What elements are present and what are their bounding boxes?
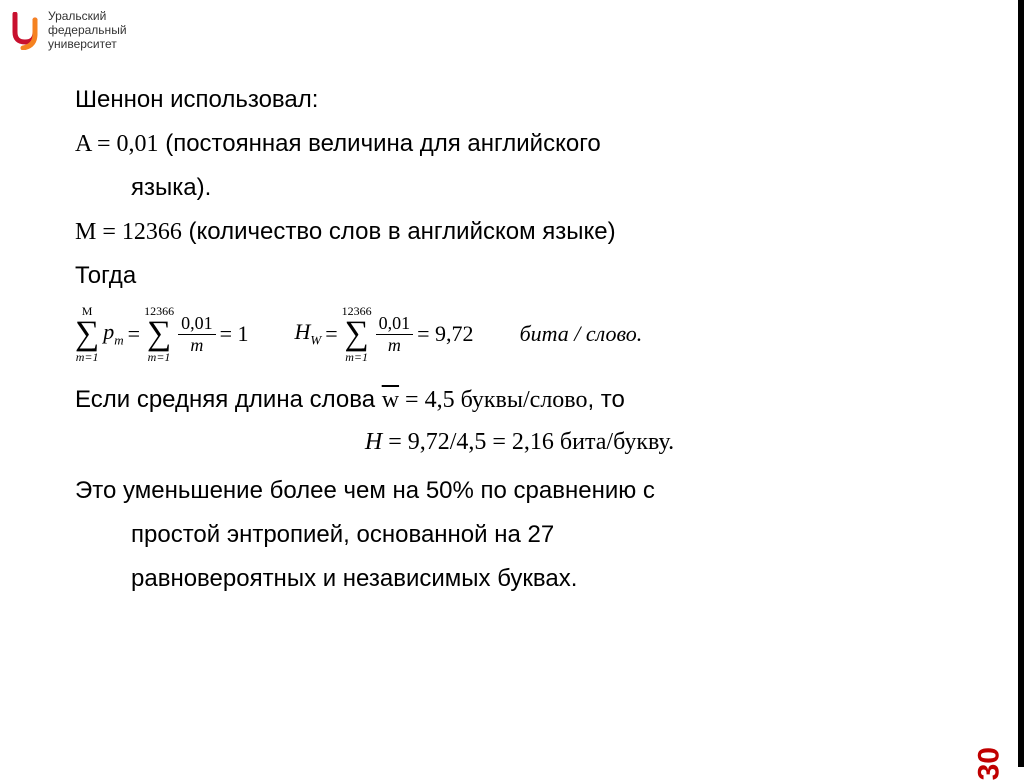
conclusion-2: простой энтропией, основанной на 27: [75, 520, 964, 550]
fraction-2: 0,01 m: [376, 314, 414, 355]
sigma-3: 12366 ∑ m=1: [342, 305, 372, 363]
conclusion-1: Это уменьшение более чем на 50% по сравн…: [75, 476, 964, 506]
logo-line-1: Уральский: [48, 10, 127, 24]
fraction-1: 0,01 m: [178, 314, 216, 355]
formula-sum-pm: M ∑ m=1 pm = 12366 ∑ m=1 0,01 m = 1: [75, 305, 248, 363]
logo-line-2: федеральный: [48, 24, 127, 38]
page-number: 30: [972, 747, 1006, 780]
logo-mark-icon: [12, 12, 42, 50]
formula-hw: HW = 12366 ∑ m=1 0,01 m = 9,72: [294, 305, 473, 363]
a-equation: A = 0,01: [75, 131, 159, 157]
m-definition: M = 12366 (количество слов в английском …: [75, 217, 964, 247]
formula-row: M ∑ m=1 pm = 12366 ∑ m=1 0,01 m = 1 HW =…: [75, 305, 964, 363]
m-equation: M = 12366: [75, 219, 182, 245]
h-equation: H = 9,72/4,5 = 2,16 бита/букву.: [75, 429, 964, 456]
logo-line-3: университет: [48, 38, 127, 52]
intro-text: Шеннон использовал:: [75, 85, 964, 115]
m-description: (количество слов в английском языке): [182, 218, 616, 245]
side-accent-bar: [1018, 0, 1024, 767]
logo-text: Уральский федеральный университет: [48, 10, 127, 51]
a-definition: A = 0,01 (постоянная величина для англий…: [75, 129, 964, 159]
unit-bits-per-word: бита / слово.: [520, 321, 643, 347]
sigma-2: 12366 ∑ m=1: [144, 305, 174, 363]
conclusion-3: равновероятных и независимых буквах.: [75, 564, 964, 594]
slide-content: Шеннон использовал: A = 0,01 (постоянная…: [75, 85, 964, 608]
a-description: (постоянная величина для английского: [159, 130, 601, 157]
a-description-2: языка).: [75, 173, 964, 203]
university-logo: Уральский федеральный университет: [12, 10, 127, 51]
avg-word-length: Если средняя длина слова w = 4,5 буквы/с…: [75, 385, 964, 415]
then-text: Тогда: [75, 261, 964, 291]
sigma-1: M ∑ m=1: [75, 305, 99, 363]
